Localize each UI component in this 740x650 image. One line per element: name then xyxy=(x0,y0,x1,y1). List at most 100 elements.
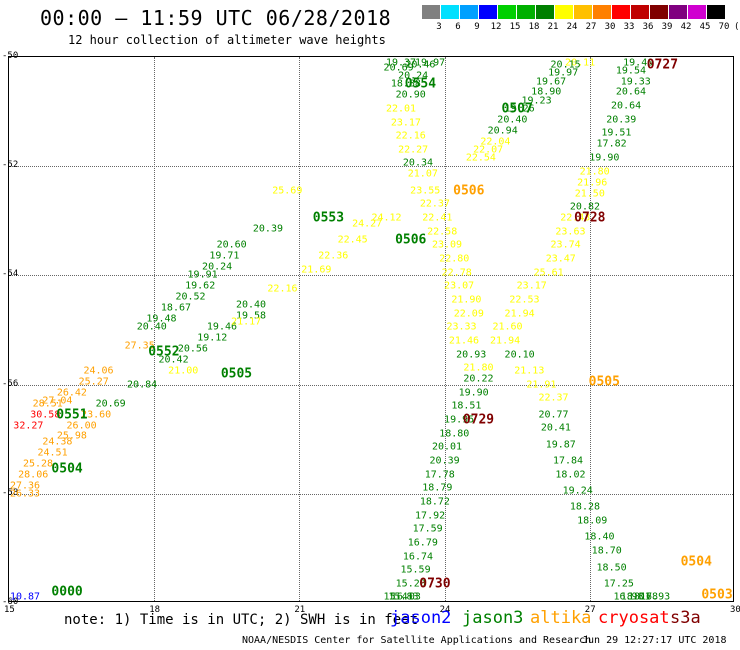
wave-height-value: 23.74 xyxy=(550,239,581,251)
wave-height-value: 22.09 xyxy=(453,308,484,320)
wave-height-value: 19.54 xyxy=(615,65,646,77)
grid-line-horizontal xyxy=(9,275,733,277)
legend-value: 27 xyxy=(585,22,597,32)
pass-time-label: 0729 xyxy=(462,412,495,428)
x-tick-label: 15 xyxy=(4,605,15,615)
wave-height-value: 17.93 xyxy=(640,591,671,603)
wave-height-value: 28.06 xyxy=(18,469,49,481)
legend-value: 15 xyxy=(509,22,521,32)
y-tick-label: -58 xyxy=(2,487,19,498)
timestamp-text: Jun 29 12:27:17 UTC 2018 xyxy=(582,635,727,646)
wave-height-value: 23.47 xyxy=(545,253,576,265)
legend-swatch xyxy=(536,5,554,19)
wave-height-value: 20.84 xyxy=(127,379,158,391)
pass-time-label: 0727 xyxy=(646,57,679,73)
wave-height-value: 23.09 xyxy=(431,239,463,251)
wave-height-value: 20.60 xyxy=(216,239,247,251)
wave-height-value: 20.40 xyxy=(136,321,167,333)
wave-height-value: 20.56 xyxy=(177,343,208,355)
grid-line-vertical xyxy=(299,57,301,601)
wave-height-value: 22.80 xyxy=(439,253,470,265)
wave-height-value: 16.79 xyxy=(407,537,438,549)
wave-height-value: 20.15 xyxy=(550,59,581,71)
legend-swatch xyxy=(441,5,459,19)
wave-height-value: 20.10 xyxy=(504,349,535,361)
satellite-name-jason3: jason3 xyxy=(462,608,524,628)
wave-height-value: 20.22 xyxy=(463,373,494,385)
x-tick-label: 18 xyxy=(149,605,161,615)
pass-time-label: 0504 xyxy=(51,461,83,477)
wave-height-value: 27.04 xyxy=(42,395,73,407)
wave-height-value: 15.83 xyxy=(388,591,419,603)
legend-swatch xyxy=(479,5,497,19)
wave-height-value: 19.37 xyxy=(385,57,417,69)
legend-value: 42 xyxy=(680,22,692,32)
x-tick-label: 24 xyxy=(439,605,451,615)
wave-height-value: 18.70 xyxy=(591,545,622,557)
legend-value: 30 xyxy=(604,22,616,32)
wave-height-value: 20.90 xyxy=(395,89,426,101)
legend-swatch xyxy=(574,5,592,19)
wave-height-value: 20.46 xyxy=(405,59,436,71)
wave-height-value: 19.24 xyxy=(562,485,593,497)
wave-height-value: 22.16 xyxy=(267,283,298,295)
wave-height-value: 20.64 xyxy=(611,100,642,112)
wave-height-value: 20.11 xyxy=(565,57,596,69)
y-tick-label: -50 xyxy=(2,51,19,61)
wave-height-value: 20.40 xyxy=(497,114,528,126)
wave-height-value: 18.80 xyxy=(439,428,470,440)
y-tick-label: -52 xyxy=(2,160,19,171)
legend-swatch xyxy=(460,5,478,19)
legend-swatch xyxy=(650,5,668,19)
wave-height-value: 19.87 xyxy=(545,439,576,451)
grid-line-vertical xyxy=(589,57,591,601)
legend-swatch xyxy=(707,5,725,19)
wave-height-value: 19.33 xyxy=(620,76,651,88)
wave-height-value: 20.94 xyxy=(487,125,518,137)
legend-swatch xyxy=(612,5,630,19)
wave-height-value: 24.12 xyxy=(371,212,402,224)
grid-line-vertical xyxy=(444,57,446,601)
wave-height-value: 27.36 xyxy=(9,480,41,492)
wave-height-value: 20.40 xyxy=(235,299,267,311)
wave-height-value: 17.59 xyxy=(412,523,443,535)
wave-height-value: 15.59 xyxy=(400,564,431,576)
legend-swatch xyxy=(555,5,573,19)
wave-height-value: 20.41 xyxy=(540,422,571,434)
legend-swatch xyxy=(631,5,649,19)
wave-height-value: 20.39 xyxy=(429,455,460,467)
wave-height-value: 24.51 xyxy=(37,447,68,459)
legend-swatch xyxy=(669,5,687,19)
wave-height-value: 19.97 xyxy=(548,67,579,79)
x-tick-label: 27 xyxy=(584,605,596,615)
y-tick-label: -56 xyxy=(2,378,19,389)
credit-text: NOAA/NESDIS Center for Satellite Applica… xyxy=(242,635,592,646)
wave-height-value: 20.93 xyxy=(456,349,487,361)
wave-height-value: 20.39 xyxy=(606,114,637,126)
wave-height-value: 27.35 xyxy=(124,340,155,352)
wave-height-value: 22.41 xyxy=(422,212,453,224)
wave-height-value: 20.24 xyxy=(398,70,429,82)
wave-height-value: 18.68 xyxy=(627,591,659,603)
pass-time-label: 0503 xyxy=(701,587,733,603)
wave-height-value: 21.96 xyxy=(577,177,608,189)
wave-height-value: 20.82 xyxy=(569,201,601,213)
wave-height-value: 21.90 xyxy=(451,294,482,306)
legend-swatch xyxy=(422,5,440,19)
page-title: 00:00 – 11:59 UTC 06/28/2018 xyxy=(40,6,392,30)
wave-height-value: 20.34 xyxy=(402,157,434,169)
wave-height-value: 23.60 xyxy=(81,409,112,421)
wave-height-value: 10.87 xyxy=(9,591,41,603)
wave-height-value: 22.53 xyxy=(509,294,540,306)
pass-time-label: 0728 xyxy=(574,210,606,226)
wave-height-value: 30.58 xyxy=(30,409,61,421)
wave-height-value: 22.54 xyxy=(465,152,496,164)
wave-height-value: 22.04 xyxy=(480,136,511,148)
wave-height-value: 18.51 xyxy=(451,400,482,412)
wave-height-value: 19.51 xyxy=(601,127,632,139)
wave-height-value: 22.37 xyxy=(419,198,450,210)
wave-height-value: 21.80 xyxy=(463,362,494,374)
wave-height-value: 20.24 xyxy=(202,261,233,273)
y-tick-label: -60 xyxy=(2,597,19,607)
pass-time-label: 0000 xyxy=(51,584,83,600)
